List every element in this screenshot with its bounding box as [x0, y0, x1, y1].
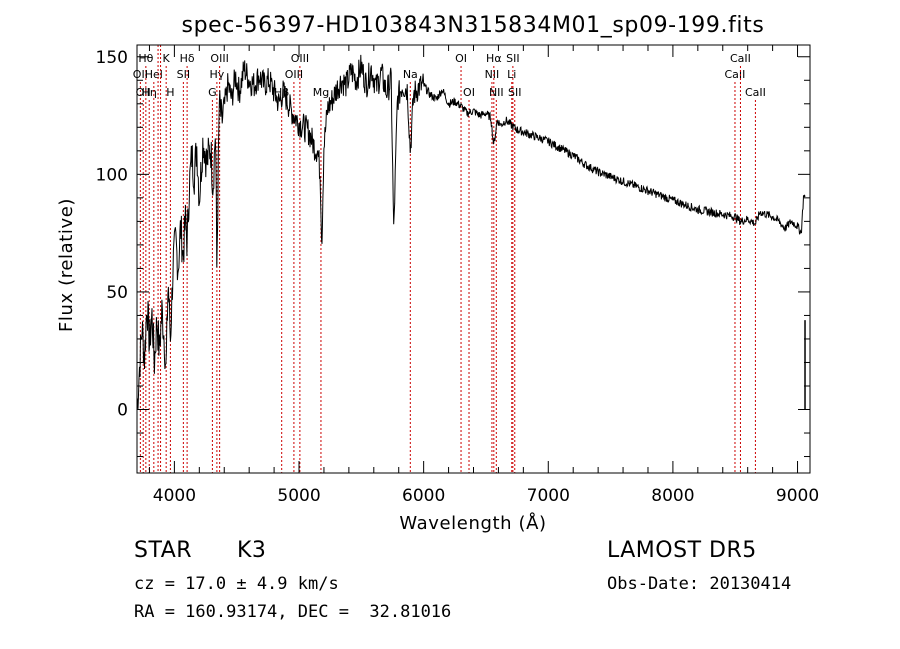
spectrum-line [136, 54, 806, 410]
spectral-line-label: H [166, 86, 174, 99]
spectral-line-label: Hη [142, 86, 157, 99]
ra-dec: RA = 160.93174, DEC = 32.81016 [134, 602, 452, 622]
spectral-line-label: OIII [291, 52, 309, 65]
y-axis-label: Flux (relative) [56, 198, 77, 332]
spectral-line-label: SII [177, 68, 190, 81]
object-subclass: K3 [237, 538, 267, 563]
axes: 4000 5000 6000 7000 8000 9000 0 50 100 150 [96, 45, 819, 506]
spectral-line-label: Li [507, 68, 516, 81]
spectral-line-label: Hγ [209, 68, 224, 81]
x-tick-label: 4000 [153, 486, 196, 506]
spectral-line-label: OI [463, 86, 475, 99]
spectral-line-label: CaII [725, 68, 746, 81]
x-tick-label: 8000 [651, 486, 694, 506]
spectral-line-label: OIII [210, 52, 228, 65]
object-class: STAR [134, 538, 193, 563]
spectral-line-label: OI [455, 52, 467, 65]
spectral-line-label: OIII [285, 68, 303, 81]
spectral-line-label: SII [508, 86, 521, 99]
spectral-line-label: NII [485, 68, 500, 81]
spectral-line-label: K [163, 52, 171, 65]
spectral-line-label: NII [489, 86, 504, 99]
survey-name: LAMOST DR5 [607, 538, 757, 563]
spectral-line-label: CaII [745, 86, 766, 99]
spectral-line-label: Hθ [138, 52, 153, 65]
spectral-line-label: Mg [313, 86, 329, 99]
y-tick-label: 150 [96, 48, 128, 68]
x-tick-label: 9000 [776, 486, 819, 506]
spectral-line-label: G [208, 86, 217, 99]
spectral-line-label: SII [506, 52, 519, 65]
y-tick-label: 50 [106, 283, 128, 303]
spectrum-series [136, 54, 806, 410]
spectral-line-label: Hδ [180, 52, 195, 65]
redshift-cz: cz = 17.0 ± 4.9 km/s [134, 574, 339, 594]
x-tick-label: 6000 [402, 486, 445, 506]
obs-date: Obs-Date: 20130414 [607, 574, 792, 594]
x-axis-label: Wavelength (Å) [399, 512, 546, 534]
spectral-line-label: OII [136, 86, 151, 99]
spectral-line-label: CaII [730, 52, 751, 65]
x-tick-label: 7000 [527, 486, 570, 506]
x-tick-label: 5000 [277, 486, 320, 506]
spectral-line-markers: OIIOIIHθHηHelKHSIIHδGHγOIIIHβOIIIOIIIMgN… [133, 45, 766, 473]
spectral-line-label: Na [403, 68, 418, 81]
chart-title: spec-56397-HD103843N315834M01_sp09-199.f… [182, 13, 765, 38]
y-tick-label: 0 [117, 401, 128, 421]
y-tick-label: 100 [96, 165, 128, 185]
spectral-line-label: Hα [486, 52, 502, 65]
